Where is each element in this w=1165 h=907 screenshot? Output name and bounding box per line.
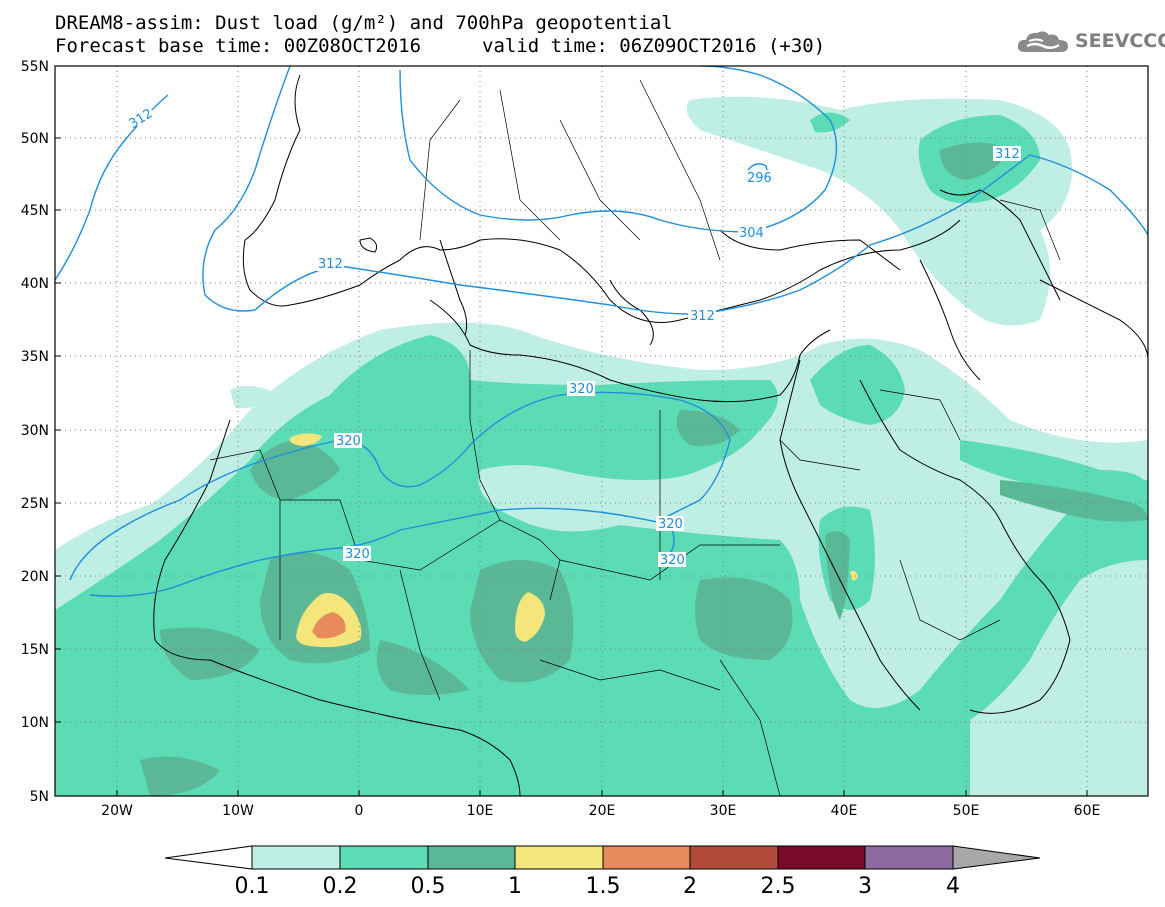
cloud-icon <box>1017 31 1068 52</box>
colorbar-segment <box>514 845 604 870</box>
longitude-labels: 20W 10W 0 10E 20E 30E 40E 50E 60E <box>101 803 1100 819</box>
lat-label: 40N <box>21 276 49 292</box>
lon-label: 20E <box>589 803 616 819</box>
lon-label: 10W <box>222 803 254 819</box>
lon-label: 0 <box>355 803 364 819</box>
contour-label: 312 <box>318 257 343 272</box>
latitude-labels: 55N 50N 45N 40N 35N 30N 25N 20N 15N 10N … <box>21 59 49 805</box>
colorbar-tick-label: 0.2 <box>323 874 358 899</box>
map-area: 312 296 304 312 312 312 320 320 320 320 … <box>55 66 1148 796</box>
lat-lon-grid <box>55 66 1148 796</box>
colorbar-tick-label: 1.5 <box>586 874 621 899</box>
colorbar-tick-label: 0.5 <box>411 874 446 899</box>
colorbar-segment <box>339 845 429 870</box>
colorbar-low-arrow <box>164 845 253 870</box>
contour-label: 320 <box>658 517 683 532</box>
colorbar-tick-label: 3 <box>858 874 872 899</box>
colorbar-tick-label: 2.5 <box>761 874 796 899</box>
lat-label: 10N <box>21 715 49 731</box>
coastlines <box>153 74 1148 796</box>
contour-label: 312 <box>995 147 1020 162</box>
lon-label: 10E <box>467 803 494 819</box>
contour-label: 320 <box>569 382 594 397</box>
contour-label: 296 <box>747 171 772 186</box>
colorbar-segment <box>602 845 691 870</box>
colorbar-segment <box>427 845 516 870</box>
seevccc-logo: SEEVCCC <box>1015 26 1165 56</box>
lat-label: 5N <box>30 789 49 805</box>
lat-label: 15N <box>21 642 49 658</box>
axis-ticks <box>55 65 1088 796</box>
lon-label: 60E <box>1074 803 1101 819</box>
contour-label: 320 <box>345 547 370 562</box>
colorbar-tick-label: 0.1 <box>235 874 270 899</box>
valid-time: valid time: 06Z09OCT2016 (+30) <box>482 35 826 57</box>
geopotential-contours <box>55 66 1148 597</box>
lon-label: 50E <box>953 803 980 819</box>
lon-label: 40E <box>831 803 858 819</box>
colorbar-segment <box>689 845 779 870</box>
lat-label: 30N <box>21 423 49 439</box>
lat-label: 45N <box>21 203 49 219</box>
colorbar-high-arrow <box>952 845 1041 870</box>
contour-label: 320 <box>660 553 685 568</box>
contour-labels: 312 296 304 312 312 312 320 320 320 320 … <box>126 106 1021 568</box>
contour-label: 320 <box>336 434 361 449</box>
contour-label: 312 <box>690 309 715 324</box>
colorbar-segment <box>864 845 954 870</box>
map-title: DREAM8-assim: Dust load (g/m²) and 700hP… <box>55 12 673 34</box>
colorbar-segment <box>251 845 341 870</box>
lat-label: 50N <box>21 131 49 147</box>
lat-label: 55N <box>21 59 49 75</box>
lat-label: 25N <box>21 496 49 512</box>
lat-label: 35N <box>21 349 49 365</box>
colorbar-segment <box>777 845 866 870</box>
contour-label: 304 <box>739 226 764 241</box>
colorbar-tick-label: 4 <box>946 874 960 899</box>
colorbar-tick-label: 1 <box>508 874 522 899</box>
colorbar-tick-label: 2 <box>683 874 697 899</box>
lat-label: 20N <box>21 569 49 585</box>
lon-label: 20W <box>101 803 133 819</box>
logo-text: SEEVCCC <box>1075 30 1165 52</box>
dust-orange-shading <box>312 612 346 639</box>
forecast-base-time: Forecast base time: 00Z08OCT2016 <box>55 35 422 57</box>
lon-label: 30E <box>710 803 737 819</box>
colorbar: 0.1 0.2 0.5 1 1.5 2 2.5 3 4 <box>164 845 1041 899</box>
